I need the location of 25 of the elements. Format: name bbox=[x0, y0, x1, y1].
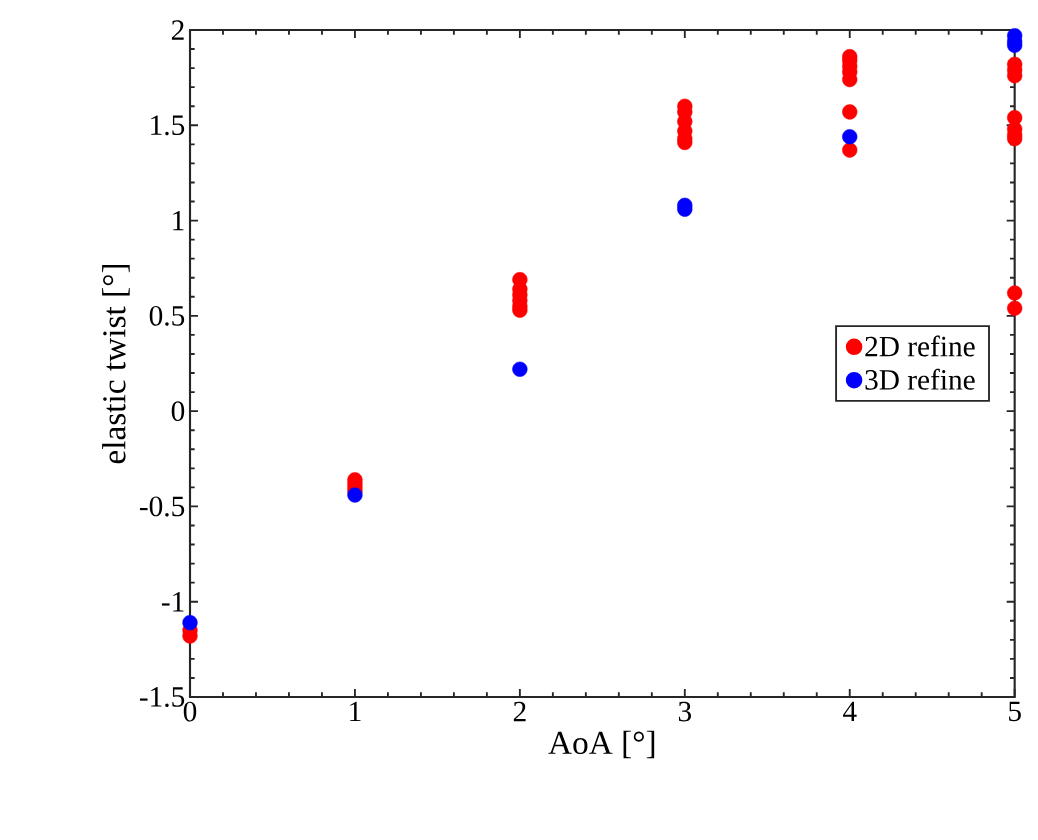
y-tick-label: 1.5 bbox=[151, 115, 185, 136]
point bbox=[842, 142, 858, 158]
point bbox=[1007, 300, 1023, 316]
x-tick-label: 2 bbox=[513, 701, 526, 722]
point bbox=[1007, 285, 1023, 301]
x-tick-label: 4 bbox=[842, 701, 857, 722]
legend-label: 3D refine bbox=[865, 368, 975, 390]
y-tick-label: 0 bbox=[171, 401, 185, 422]
y-axis-title: elastic twist [°] bbox=[102, 264, 130, 464]
y-tick-label: -1 bbox=[161, 592, 184, 612]
point bbox=[347, 487, 363, 503]
x-tick-label: 3 bbox=[678, 701, 691, 722]
point bbox=[512, 361, 528, 377]
y-tick-label: -1.5 bbox=[139, 687, 185, 707]
point bbox=[842, 104, 858, 120]
y-tick-label: -0.5 bbox=[139, 496, 185, 517]
x-tick-label: 5 bbox=[1009, 701, 1021, 722]
x-tick-label: 1 bbox=[350, 701, 361, 722]
x-axis-title: AoA [°] bbox=[548, 730, 655, 759]
y-tick-label: 0.5 bbox=[149, 305, 185, 326]
y-tick-label: 2 bbox=[171, 20, 184, 40]
point bbox=[182, 615, 198, 631]
legend-label: 2D refine bbox=[865, 335, 975, 357]
point bbox=[842, 129, 858, 145]
y-tick-label: 1 bbox=[173, 210, 184, 231]
